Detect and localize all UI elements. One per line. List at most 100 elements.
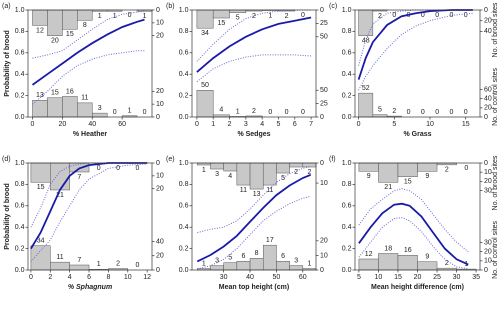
fit-line	[357, 9, 473, 80]
y2-tick-label: 30	[484, 187, 492, 194]
x-axis-label: % Sphagnum	[68, 284, 112, 291]
brood-bar	[62, 9, 78, 30]
y2-tick-label: 0	[320, 7, 324, 14]
control-bar	[91, 112, 108, 118]
confidence-line	[358, 12, 473, 91]
brood-bar	[32, 9, 48, 26]
y-tick-label: 0.6	[179, 203, 189, 210]
control-bar-label: 6	[241, 253, 245, 260]
x-tick-label: 15	[462, 121, 470, 128]
y-tick-label: 0.2	[15, 245, 25, 252]
brood-bar-label: 0	[449, 12, 453, 19]
y-tick-label: 1.0	[15, 7, 25, 14]
y2-tick-label: 20	[484, 178, 492, 185]
control-bar-label: 1	[128, 108, 132, 115]
x-tick-label: 60	[118, 121, 126, 128]
x-tick-label: 2	[228, 121, 232, 128]
y2-tick-label: 0	[320, 267, 324, 274]
y2-tick-label: 0	[484, 267, 488, 274]
brood-bar-label: 0	[392, 12, 396, 19]
x-tick-label: 5	[357, 274, 361, 281]
brood-bar-label: 5	[236, 15, 240, 22]
y-tick-label: 0.4	[15, 71, 25, 78]
control-bar-label: 0	[143, 109, 147, 116]
brood-bar-label: 2	[252, 13, 256, 20]
y2-tick-label: 30	[484, 239, 492, 246]
brood-bar-label: 15	[404, 179, 412, 186]
x-axis-label: Mean height difference (cm)	[371, 284, 464, 291]
brood-bar-label: 0	[128, 12, 132, 19]
y-tick-label: 0.4	[342, 71, 352, 78]
control-bar	[62, 96, 78, 118]
brood-bar-label: 2	[378, 13, 382, 20]
control-bar-label: 11	[56, 254, 63, 261]
y-tick-label: 0.0	[179, 267, 189, 274]
brood-bar-label: 8	[83, 22, 87, 29]
y2-tick-label: 0	[156, 114, 160, 121]
confidence-line	[32, 50, 145, 105]
brood-bar-label: 3	[215, 171, 219, 178]
brood-bar	[302, 162, 317, 168]
y-tick-label: 0.4	[15, 224, 25, 231]
brood-bar-label: 0	[116, 165, 120, 172]
fit-line	[196, 173, 312, 263]
control-bar	[30, 245, 51, 271]
x-tick-label: 12	[143, 274, 151, 281]
brood-bar	[378, 162, 399, 183]
y2-tick-label: 0	[156, 267, 160, 274]
control-bar	[262, 244, 277, 271]
brood-bar-label: 15	[217, 20, 225, 27]
brood-bar-label: 5	[281, 175, 285, 182]
x-tick-label: 0	[29, 274, 33, 281]
control-bar	[358, 92, 374, 118]
control-bar-label: 34	[37, 238, 45, 245]
x-tick-label: 0	[357, 121, 361, 128]
y2-tick-label: 20	[484, 18, 492, 25]
x-tick-label: 6	[293, 121, 297, 128]
y3-axis-label: No. of control sites	[492, 220, 499, 278]
brood-bar-label: 15	[66, 31, 74, 38]
x-tick-label: 60	[299, 274, 307, 281]
y2-tick-label: 25	[320, 20, 328, 27]
y-tick-label: 0.6	[342, 50, 352, 57]
brood-bar	[358, 162, 379, 172]
brood-bar	[210, 162, 224, 170]
brood-bar	[212, 9, 230, 19]
control-bar-label: 2	[252, 108, 256, 115]
x-axis-label: % Heather	[73, 131, 108, 138]
y2-tick-label: 20	[156, 33, 164, 40]
control-bar-label: 50	[201, 82, 209, 89]
confidence-line	[30, 163, 148, 262]
y2-tick-label: 20	[156, 88, 164, 95]
control-bar	[223, 262, 238, 271]
control-bar-label: 0	[449, 109, 453, 116]
y-tick-label: 0.4	[342, 224, 352, 231]
control-bar-label: 0	[268, 109, 272, 116]
control-bar-label: 0	[407, 109, 411, 116]
x-tick-label: 20	[58, 121, 66, 128]
control-bar-label: 1	[307, 260, 311, 267]
panel-label: (f)	[329, 156, 336, 163]
y-tick-label: 1.0	[179, 160, 189, 167]
control-bar	[210, 265, 224, 271]
y2-tick-label: 50	[320, 34, 328, 41]
brood-bar	[276, 162, 290, 174]
brood-bar-label: 9	[367, 173, 371, 180]
brood-bar-label: 0	[464, 165, 468, 172]
brood-bar-label: 7	[77, 174, 81, 181]
y2-tick-label: 0	[484, 160, 488, 167]
confidence-line	[32, 10, 145, 59]
control-bar-label: 2	[116, 260, 120, 267]
x-tick-label: 30	[453, 274, 461, 281]
brood-bar-label: 1	[268, 12, 272, 19]
y-tick-label: 0.2	[15, 92, 25, 99]
plot-frame	[354, 9, 481, 118]
control-bar-label: 0	[421, 109, 425, 116]
y-axis-label: Probability of brood	[4, 183, 11, 250]
y2-tick-label: 10	[484, 258, 492, 265]
brood-bar-label: 13	[253, 191, 261, 198]
control-bar-label: 0	[136, 262, 140, 269]
x-tick-label: 7	[309, 121, 313, 128]
control-bar-label: 3	[294, 257, 298, 264]
